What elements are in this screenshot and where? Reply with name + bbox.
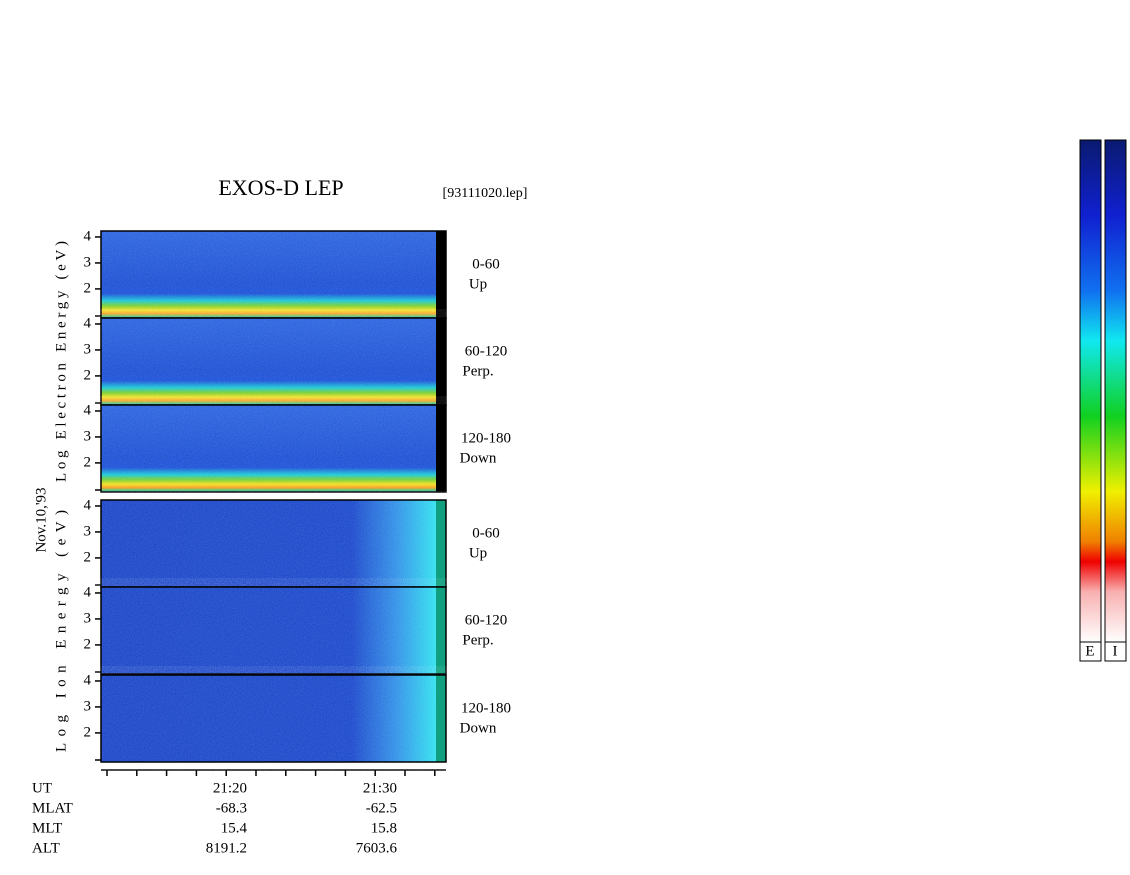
data-gap [436, 231, 446, 318]
ephemeris-label: UT [32, 780, 52, 796]
axis-label: Log Electron Energy (eV) [53, 241, 69, 482]
angle-label: 0-60 [472, 256, 500, 272]
y-tick-label: 2 [84, 549, 92, 565]
data-gap [436, 587, 446, 674]
spectrogram-noise [101, 231, 436, 318]
y-tick-label: 4 [84, 315, 92, 331]
colorbar [1104, 139, 1127, 643]
y-tick-label: 2 [84, 636, 92, 652]
y-tick-label: 3 [84, 523, 92, 539]
direction-label: Perp. [462, 632, 493, 648]
angle-label: 0-60 [472, 525, 500, 541]
colorbar-box [1079, 641, 1102, 662]
y-tick-label: 4 [84, 497, 92, 513]
y-tick-label: 3 [84, 428, 92, 444]
colorbar-label: I [1113, 643, 1118, 659]
spectrogram-noise [101, 675, 436, 762]
ephemeris-label: MLT [32, 820, 62, 836]
y-tick-label: 2 [84, 454, 92, 470]
data-gap [436, 405, 446, 492]
ephemeris-value: 7603.6 [356, 840, 398, 856]
y-tick-label: 4 [84, 672, 92, 688]
colorbar-label: E [1085, 643, 1094, 659]
data-gap [436, 675, 446, 762]
ephemeris-value: 15.4 [221, 820, 248, 836]
spectrogram-noise [101, 318, 436, 405]
panel-frame [100, 404, 447, 493]
subtitle: [93111020.lep] [443, 186, 528, 201]
y-tick-label: 3 [84, 610, 92, 626]
spectrogram-noise [101, 500, 436, 587]
y-tick-label: 2 [84, 367, 92, 383]
data-gap [436, 318, 446, 405]
direction-label: Down [460, 720, 497, 736]
y-tick-label: 4 [84, 228, 92, 244]
y-tick-label: 3 [84, 254, 92, 270]
ephemeris-value: 15.8 [371, 820, 397, 836]
panel-frame [100, 586, 447, 675]
spectrogram-noise [101, 587, 436, 674]
panel-frame [100, 674, 447, 763]
ephemeris-value: -68.3 [216, 800, 247, 816]
ephemeris-label: ALT [32, 840, 60, 856]
angle-label: 120-180 [461, 430, 511, 446]
direction-label: Up [469, 545, 487, 561]
direction-label: Down [460, 450, 497, 466]
ephemeris-value: 21:20 [213, 780, 247, 796]
date-label: Nov.10,'93 [33, 487, 49, 552]
ephemeris-value: -62.5 [366, 800, 397, 816]
colorbar-box [1104, 641, 1127, 662]
ephemeris-value: 8191.2 [206, 840, 247, 856]
y-tick-label: 4 [84, 584, 92, 600]
colorbar [1079, 139, 1102, 643]
direction-label: Perp. [462, 363, 493, 379]
angle-label: 120-180 [461, 700, 511, 716]
data-gap [436, 500, 446, 587]
y-tick-label: 4 [84, 402, 92, 418]
ephemeris-label: MLAT [32, 800, 73, 816]
y-tick-label: 2 [84, 280, 92, 296]
ephemeris-value: 21:30 [363, 780, 397, 796]
y-tick-label: 3 [84, 698, 92, 714]
title: EXOS-D LEP [218, 175, 343, 200]
y-tick-label: 2 [84, 724, 92, 740]
x-minor-ticks [106, 770, 436, 776]
angle-label: 60-120 [465, 612, 508, 628]
angle-label: 60-120 [465, 343, 508, 359]
direction-label: Up [469, 276, 487, 292]
axis-label: Log Ion Energy (eV) [53, 510, 69, 752]
y-tick-label: 3 [84, 341, 92, 357]
spectrogram-noise [101, 405, 436, 492]
